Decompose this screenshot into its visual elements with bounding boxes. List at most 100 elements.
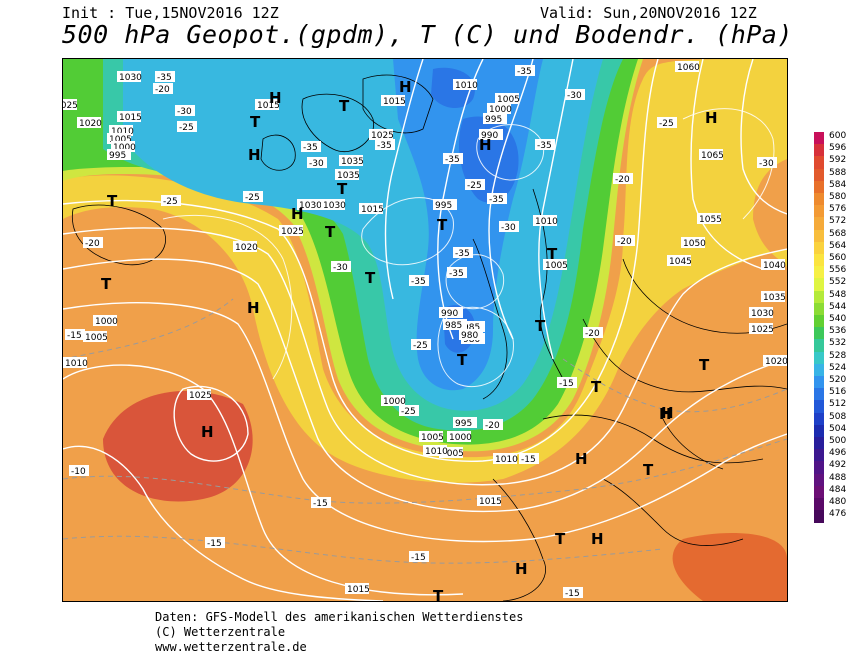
temp-label: -25 [467,181,482,191]
pressure-label: 1000 [383,397,406,407]
credit-line-2: (C) Wetterzentrale [155,625,286,639]
temp-label: -25 [163,197,178,207]
blue-core-2 [431,67,475,109]
pressure-label: 1010 [65,359,88,369]
warm-core [103,390,253,502]
pressure-label: 1020 [765,357,787,367]
temp-label: -35 [411,277,426,287]
legend-swatch [814,144,824,158]
high-marker: H [661,404,674,422]
temp-label: -30 [333,263,348,273]
legend-swatch [814,315,824,328]
pressure-label: 1025 [189,391,212,401]
temp-label: -25 [659,119,674,129]
pressure-label: 995 [485,115,502,125]
temp-label: -20 [617,237,632,247]
temp-label: -35 [449,269,464,279]
temp-label: -15 [67,331,82,341]
legend-label: 500 [829,436,847,446]
pressure-label: 1005 [109,135,132,145]
legend-label: 560 [829,253,847,263]
low-marker: T [547,245,558,263]
pressure-label: 1005 [497,95,520,105]
pressure-label: 1000 [95,317,118,327]
temp-label: -15 [207,539,222,549]
pressure-label: 1010 [535,217,558,227]
legend-swatch [814,351,824,365]
temp-label: -30 [759,159,774,169]
temp-label: -25 [413,341,428,351]
high-marker: H [201,423,214,441]
legend-label: 516 [829,387,847,398]
credit-line-3: www.wetterzentrale.de [155,640,307,654]
temp-label: -20 [615,175,630,185]
low-marker: T [325,223,336,241]
pressure-label: 995 [455,419,472,429]
legend-label: 600 [829,131,847,141]
temp-label: -35 [377,141,392,151]
valid-time: Valid: Sun,20NOV2016 12Z [540,4,757,22]
high-marker: H [705,109,718,127]
pressure-label: 1015 [383,97,406,107]
pressure-label: 1040 [763,261,786,271]
pressure-label: 1060 [677,63,700,73]
temp-label: -15 [411,553,426,563]
legend-swatch [814,424,824,438]
init-time: Init : Tue,15NOV2016 12Z [62,4,279,22]
isotherms [63,298,787,564]
data-credit: Daten: GFS-Modell des amerikanischen Wet… [155,610,523,655]
pressure-label: 1020 [235,243,258,253]
pressure-label: 1030 [119,73,142,83]
pressure-label: 1055 [699,215,722,225]
pressure-label: 1015 [119,113,142,123]
low-marker: T [339,97,350,115]
map-canvas: 1030 1025 1020 1015 1010 1005 1000 995 9… [63,59,787,601]
low-marker: T [365,269,376,287]
legend-swatch [814,217,824,231]
legend-swatch [814,437,824,450]
legend-label: 504 [829,423,847,434]
legend-label: 536 [829,326,847,337]
pressure-label: 1050 [683,239,706,249]
pressure-label: 1010 [455,81,478,91]
legend-label: 480 [829,497,847,507]
legend-label: 592 [829,155,847,166]
legend-swatch [814,412,824,426]
pressure-label: 1035 [337,171,360,181]
legend-label: 568 [829,228,847,239]
legend-swatch [814,388,824,402]
legend-label: 524 [829,362,847,373]
temp-label: -35 [489,195,504,205]
legend-swatch [814,302,824,316]
pressure-label: 1015 [347,585,370,595]
legend-swatch [814,461,824,475]
pressure-label: 1030 [323,201,346,211]
low-marker: T [437,216,448,234]
pressure-label: 1030 [751,309,774,319]
low-marker: T [591,378,602,396]
pressure-label: 1010 [495,455,518,465]
legend-swatch [814,400,824,414]
legend-swatch [814,473,824,487]
legend-label: 572 [829,216,847,227]
high-marker: H [591,530,604,548]
legend-swatch [814,205,824,219]
isobars [162,108,775,388]
pressure-label: 1025 [63,101,78,111]
pressure-label: 985 [463,323,480,333]
pressure-label: 980 [461,331,478,341]
legend-label: 552 [829,277,847,288]
legend-label: 484 [829,484,847,495]
pressure-label: 1005 [421,433,444,443]
legend-label: 508 [829,411,847,422]
temp-label: -25 [245,193,260,203]
legend-label: 528 [829,350,847,361]
pressure-label: 1025 [281,227,304,237]
low-marker: T [250,113,261,131]
high-marker: H [659,405,672,423]
legend-label: 596 [829,143,847,154]
temp-label: -20 [585,329,600,339]
legend-label: 512 [829,399,847,410]
temp-label: -35 [157,73,172,83]
legend-swatch [814,290,824,304]
